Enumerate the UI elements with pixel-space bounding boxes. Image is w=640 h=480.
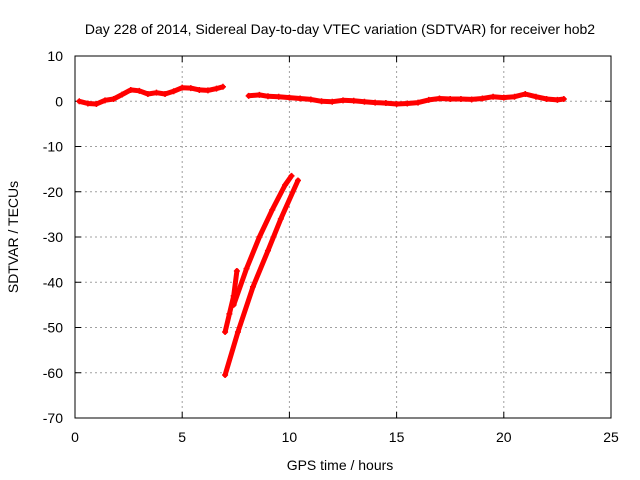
data-point (479, 95, 486, 102)
data-point (213, 85, 220, 92)
data-point (219, 83, 226, 90)
y-tick-label: 10 (47, 48, 63, 64)
y-tick-label: -10 (43, 139, 63, 155)
data-point (264, 247, 271, 254)
x-tick-label: 15 (389, 429, 405, 445)
data-point (457, 95, 464, 102)
data-point (522, 91, 529, 98)
data-point (233, 267, 240, 274)
data-point (404, 100, 411, 107)
data-point (204, 87, 211, 94)
data-point (222, 329, 229, 336)
data-point (256, 91, 263, 98)
data-point (234, 329, 241, 336)
data-point (222, 372, 229, 379)
data-point (144, 91, 151, 98)
y-axis-label: SDTVAR / TECUs (5, 181, 21, 293)
data-point (543, 95, 550, 102)
data-point (187, 85, 194, 92)
data-point (361, 98, 368, 105)
data-point (153, 89, 160, 96)
series-hob2-descent (222, 172, 301, 379)
y-tick-label: -70 (43, 410, 63, 426)
data-point (447, 95, 454, 102)
data-point (256, 234, 263, 240)
data-point (249, 283, 256, 290)
data-point (226, 310, 233, 317)
data-point (275, 93, 282, 100)
series (76, 83, 567, 379)
x-axis-label: GPS time / hours (287, 457, 394, 473)
y-tick-label: -30 (43, 229, 63, 245)
series-band (222, 177, 301, 378)
data-point (243, 265, 250, 272)
data-point (230, 301, 237, 308)
series-band (231, 173, 294, 308)
data-point (511, 93, 518, 100)
y-tick-label: -20 (43, 184, 63, 200)
data-point (170, 88, 177, 95)
data-point (245, 92, 252, 99)
data-point (286, 94, 293, 101)
data-point (382, 100, 389, 107)
series-hob2-main (76, 83, 567, 107)
x-tick-label: 10 (282, 429, 298, 445)
data-point (554, 96, 561, 103)
x-tick-label: 5 (178, 429, 186, 445)
y-tick-label: 0 (55, 93, 63, 109)
data-point (264, 93, 271, 100)
data-point (294, 177, 301, 184)
data-point (318, 98, 325, 105)
y-tick-label: -60 (43, 365, 63, 381)
data-point (436, 95, 443, 102)
data-point (162, 91, 169, 98)
data-point (297, 95, 304, 102)
grid (75, 56, 611, 418)
data-point (329, 98, 336, 105)
data-point (307, 96, 314, 103)
x-tick-label: 20 (496, 429, 512, 445)
data-point (196, 86, 203, 93)
axis-ticks: 0 5 10 15 20 25 -70 -60 -50 -40 -30 -20 -10 0 10 (43, 48, 619, 445)
chart-title: Day 228 of 2014, Sidereal Day-to-day VTE… (85, 21, 595, 37)
y-tick-label: -40 (43, 274, 63, 290)
x-tick-label: 0 (71, 429, 79, 445)
data-point (93, 100, 100, 107)
data-point (136, 87, 143, 94)
series-band (246, 91, 567, 107)
data-point (350, 97, 357, 104)
data-point (560, 95, 567, 102)
data-point (425, 96, 432, 103)
data-point (340, 97, 346, 104)
data-point (127, 86, 134, 93)
data-point (84, 100, 91, 107)
data-point (372, 99, 379, 106)
x-tick-label: 25 (603, 429, 619, 445)
data-point (269, 206, 276, 213)
data-point (277, 215, 284, 222)
data-point (110, 95, 117, 102)
data-point (532, 93, 539, 100)
y-tick-label: -50 (43, 320, 63, 336)
data-point (500, 94, 507, 101)
data-point (415, 99, 422, 106)
data-point (282, 181, 289, 188)
data-point (179, 84, 186, 91)
data-point (393, 100, 400, 107)
data-point (76, 98, 83, 105)
data-point (490, 93, 497, 100)
data-point (102, 97, 109, 104)
data-point (468, 96, 475, 103)
data-point (119, 91, 126, 98)
data-point (288, 172, 295, 179)
